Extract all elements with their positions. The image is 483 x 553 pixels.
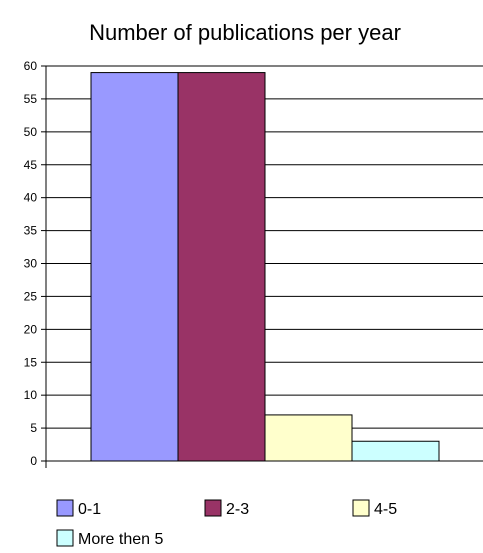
legend-swatch-4-5 (352, 499, 370, 517)
y-tick-label: 35 (24, 224, 38, 238)
bar-0-1 (90, 72, 179, 462)
y-tick-label: 0 (30, 454, 37, 468)
bar-4-5 (264, 414, 353, 462)
legend-swatch-2-3 (204, 499, 222, 517)
bar-2-3 (177, 72, 266, 462)
legend-swatch-more-then-5 (56, 529, 74, 547)
bar-more-then-5 (351, 440, 440, 462)
y-tick-label: 10 (24, 388, 38, 402)
y-tick-label: 30 (24, 257, 38, 271)
y-tick-label: 40 (24, 191, 38, 205)
chart-title: Number of publications per year (89, 20, 401, 45)
bars (90, 72, 440, 462)
y-tick-labels: 0 5 10 15 20 25 30 35 40 45 50 55 60 (24, 59, 38, 468)
legend-label-more-then-5: More then 5 (78, 531, 163, 548)
y-tick-label: 15 (24, 355, 38, 369)
axes (41, 65, 483, 468)
y-tick-label: 25 (24, 289, 38, 303)
legend: 0-1 2-3 4-5 More then 5 (56, 499, 397, 548)
y-tick-label: 45 (24, 158, 38, 172)
legend-label-4-5: 4-5 (374, 501, 397, 518)
legend-label-2-3: 2-3 (226, 501, 249, 518)
legend-swatch-0-1 (56, 499, 74, 517)
y-tick-label: 50 (24, 125, 38, 139)
y-tick-label: 5 (30, 421, 37, 435)
y-tick-label: 20 (24, 322, 38, 336)
y-tick-label: 55 (24, 92, 38, 106)
legend-label-0-1: 0-1 (78, 501, 101, 518)
y-tick-label: 60 (24, 59, 38, 73)
